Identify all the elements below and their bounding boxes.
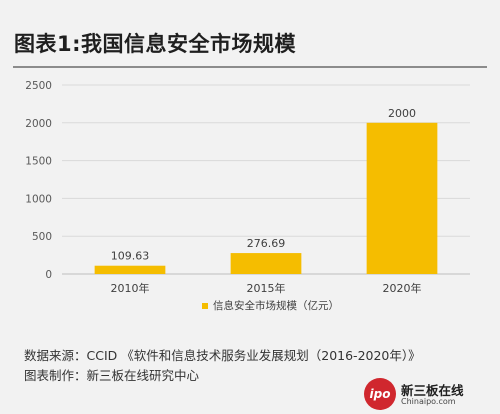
legend-swatch [202,303,208,309]
y-tick-label-3: 1500 [25,156,52,168]
bar-2 [366,122,438,274]
y-tick-label-1: 500 [32,231,52,243]
data-source-note: 数据来源：CCID 《软件和信息技术服务业发展规划（2016-2020年）》 [24,348,421,363]
y-tick-label-4: 2000 [25,118,52,130]
x-tick-label-0: 2010年 [111,281,150,295]
logo-domain: Chinaipo.com [401,397,456,406]
data-label-1: 276.69 [247,237,286,250]
logo-name: 新三板在线 [401,383,464,398]
brand-logo: ipo 新三板在线 Chinaipo.com [364,378,496,412]
bar-chart: 0 500 1000 1500 2000 2500 109.63 2010年 276.69 201… [25,80,470,312]
title-divider [13,66,487,68]
bar-1 [230,253,302,274]
data-label-0: 109.63 [111,250,150,263]
legend-label: 信息安全市场规模（亿元） [213,299,339,312]
page-title: 图表1:我国信息安全市场规模 [14,32,297,56]
x-tick-label-2: 2020年 [383,281,422,295]
logo-mark-icon: ipo [364,378,396,410]
y-tick-label-5: 2500 [25,80,52,92]
y-tick-label-0: 0 [45,269,52,281]
data-label-2: 2000 [388,107,416,120]
bar-0 [94,265,166,274]
y-tick-label-2: 1000 [25,193,52,205]
chart-credit: 图表制作：新三板在线研究中心 [24,368,200,383]
x-tick-label-1: 2015年 [247,281,286,295]
